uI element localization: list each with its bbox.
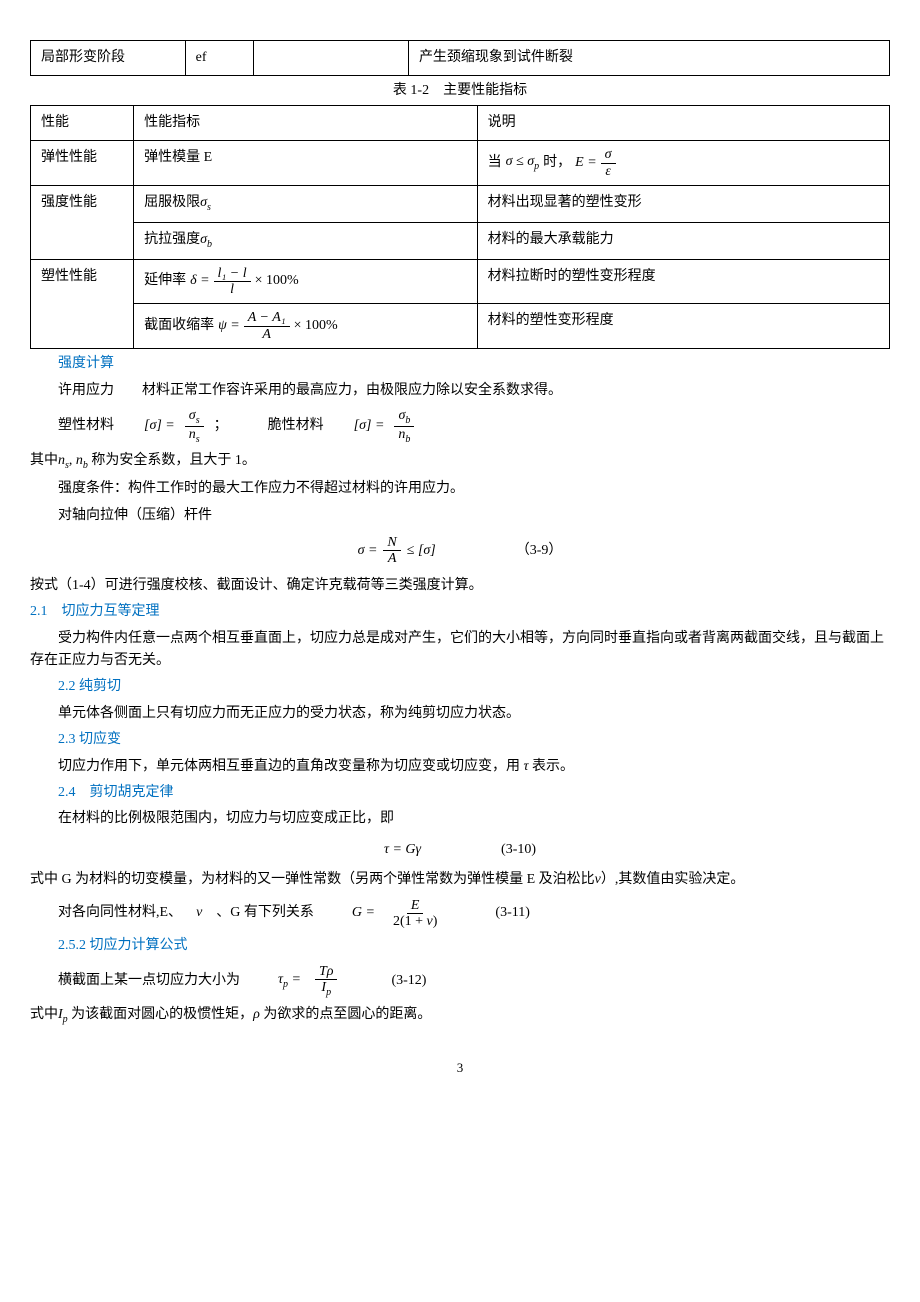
cell-empty (254, 41, 409, 76)
cell: 材料出现显著的塑性变形 (477, 185, 889, 222)
cell: 弹性性能 (31, 141, 134, 186)
paragraph: 对轴向拉伸（压缩）杆件 (30, 505, 890, 527)
cell-ef: ef (185, 41, 254, 76)
cell: 弹性模量 E (134, 141, 478, 186)
heading-strength-calc: 强度计算 (58, 356, 114, 371)
equation-number: (3-12) (391, 970, 426, 992)
table-row: 截面收缩率 ψ = A − A₁A × 100% 材料的塑性变形程度 (31, 304, 890, 349)
table-row: 塑性性能 延伸率 δ = l₁ − ll × 100% 材料拉断时的塑性变形程度 (31, 259, 890, 304)
text: 时， (543, 152, 571, 174)
label-plastic: 塑性材料 (58, 415, 114, 437)
formula-3-9: σ = NA ≤ [σ] （3-9） (30, 535, 890, 567)
formula-3-10: τ = Gγ (3-10) (30, 839, 890, 861)
cell: 材料的最大承载能力 (477, 222, 889, 259)
paragraph: 式中Ip 为该截面对圆心的极惯性矩，ρ 为欲求的点至圆心的距离。 (30, 1004, 890, 1028)
paragraph: 强度条件：构件工作时的最大工作应力不得超过材料的许用应力。 (30, 478, 890, 500)
paragraph: 按式（1-4）可进行强度校核、截面设计、确定许克载荷等三类强度计算。 (30, 575, 890, 597)
col-header-index: 性能指标 (134, 105, 478, 140)
heading-2-3: 2.3 切应变 (58, 732, 121, 747)
col-header-perf: 性能 (31, 105, 134, 140)
table2-caption: 表 1-2 主要性能指标 (30, 80, 890, 102)
cell: 材料的塑性变形程度 (477, 304, 889, 349)
paragraph: 在材料的比例极限范围内，切应力与切应变成正比，即 (30, 808, 890, 830)
paragraph: 切应力作用下，单元体两相互垂直边的直角改变量称为切应变或切应变，用 τ 表示。 (30, 756, 890, 778)
equation-number: (3-10) (501, 839, 536, 861)
col-header-desc: 说明 (477, 105, 889, 140)
equation-number: （3-9） (516, 540, 563, 562)
equation-number: (3-11) (495, 902, 529, 924)
cell: 延伸率 δ = l₁ − ll × 100% (134, 259, 478, 304)
heading-2-1: 2.1 切应力互等定理 (30, 604, 160, 619)
heading-2-4: 2.4 剪切胡克定律 (58, 785, 174, 800)
math: σ ≤ σp (506, 151, 540, 175)
cell-desc: 产生颈缩现象到试件断裂 (408, 41, 889, 76)
label-brittle: 脆性材料 (268, 415, 324, 437)
cell: 屈服极限σs (134, 185, 478, 222)
paragraph: 许用应力 材料正常工作容许采用的最高应力，由极限应力除以安全系数求得。 (30, 380, 890, 402)
table-deformation-stage: 局部形变阶段 ef 产生颈缩现象到试件断裂 (30, 40, 890, 76)
page-number: 3 (30, 1058, 890, 1079)
table-row: 抗拉强度σb 材料的最大承载能力 (31, 222, 890, 259)
cell: 强度性能 (31, 185, 134, 259)
cell: 当 σ ≤ σp 时， E = σ ε (477, 141, 889, 186)
table-row: 局部形变阶段 ef 产生颈缩现象到试件断裂 (31, 41, 890, 76)
paragraph: 单元体各侧面上只有切应力而无正应力的受力状态，称为纯剪切应力状态。 (30, 703, 890, 725)
paragraph: 受力构件内任意一点两个相互垂直面上，切应力总是成对产生，它们的大小相等，方向同时… (30, 628, 890, 673)
cell: 材料拉断时的塑性变形程度 (477, 259, 889, 304)
table-row: 弹性性能 弹性模量 E 当 σ ≤ σp 时， E = σ ε (31, 141, 890, 186)
fraction: σ ε (601, 147, 616, 179)
table-header-row: 性能 性能指标 说明 (31, 105, 890, 140)
text: 当 (488, 152, 502, 174)
cell-stage: 局部形变阶段 (31, 41, 186, 76)
formula-3-11: 对各向同性材料,E、 ν 、G 有下列关系 G = E 2(1 + ν) (3-… (30, 898, 890, 930)
heading-2-2: 2.2 纯剪切 (58, 679, 121, 694)
cell: 截面收缩率 ψ = A − A₁A × 100% (134, 304, 478, 349)
paragraph: 式中 G 为材料的切变模量，为材料的又一弹性常数（另两个弹性常数为弹性模量 E … (30, 869, 890, 891)
math: E = (575, 152, 597, 174)
paragraph: 其中ns, nb 称为安全系数，且大于 1。 (30, 450, 890, 474)
table-performance-index: 性能 性能指标 说明 弹性性能 弹性模量 E 当 σ ≤ σp 时， E = σ… (30, 105, 890, 349)
table-row: 强度性能 屈服极限σs 材料出现显著的塑性变形 (31, 185, 890, 222)
cell: 抗拉强度σb (134, 222, 478, 259)
cell: 塑性性能 (31, 259, 134, 349)
formula-3-12: 横截面上某一点切应力大小为 τp = Tρ Ip (3-12) (30, 964, 890, 998)
formula-allowable-stress: 塑性材料 [σ] = σs ns ； 脆性材料 [σ] = σb nb (30, 408, 890, 445)
heading-2-5-2: 2.5.2 切应力计算公式 (58, 938, 188, 953)
